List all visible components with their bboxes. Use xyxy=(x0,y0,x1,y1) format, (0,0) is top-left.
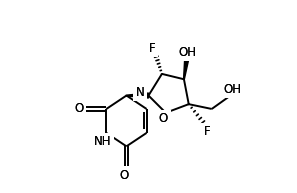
Text: F: F xyxy=(204,125,211,138)
Text: O: O xyxy=(74,102,83,115)
Text: O: O xyxy=(158,112,168,125)
Text: OH: OH xyxy=(223,83,243,96)
Text: OH: OH xyxy=(179,46,197,59)
Text: F: F xyxy=(203,125,211,138)
Text: NH: NH xyxy=(93,135,111,148)
Text: N: N xyxy=(135,86,145,99)
Text: OH: OH xyxy=(224,83,242,96)
Text: O: O xyxy=(74,102,83,115)
Text: F: F xyxy=(149,42,156,55)
Text: OH: OH xyxy=(224,83,242,96)
Polygon shape xyxy=(127,93,148,98)
Text: N: N xyxy=(135,86,144,99)
Text: O: O xyxy=(159,112,168,125)
Text: O: O xyxy=(119,168,128,182)
Text: O: O xyxy=(74,102,83,115)
Text: NH: NH xyxy=(92,135,112,148)
Text: F: F xyxy=(149,42,156,55)
Text: O: O xyxy=(119,168,128,182)
Text: F: F xyxy=(204,125,211,138)
Text: F: F xyxy=(148,42,156,55)
Text: NH: NH xyxy=(93,135,111,148)
Text: N: N xyxy=(135,86,144,99)
Text: O: O xyxy=(119,168,129,182)
Text: O: O xyxy=(159,112,168,125)
Text: OH: OH xyxy=(179,46,197,59)
Polygon shape xyxy=(184,58,189,79)
Text: OH: OH xyxy=(178,46,198,59)
